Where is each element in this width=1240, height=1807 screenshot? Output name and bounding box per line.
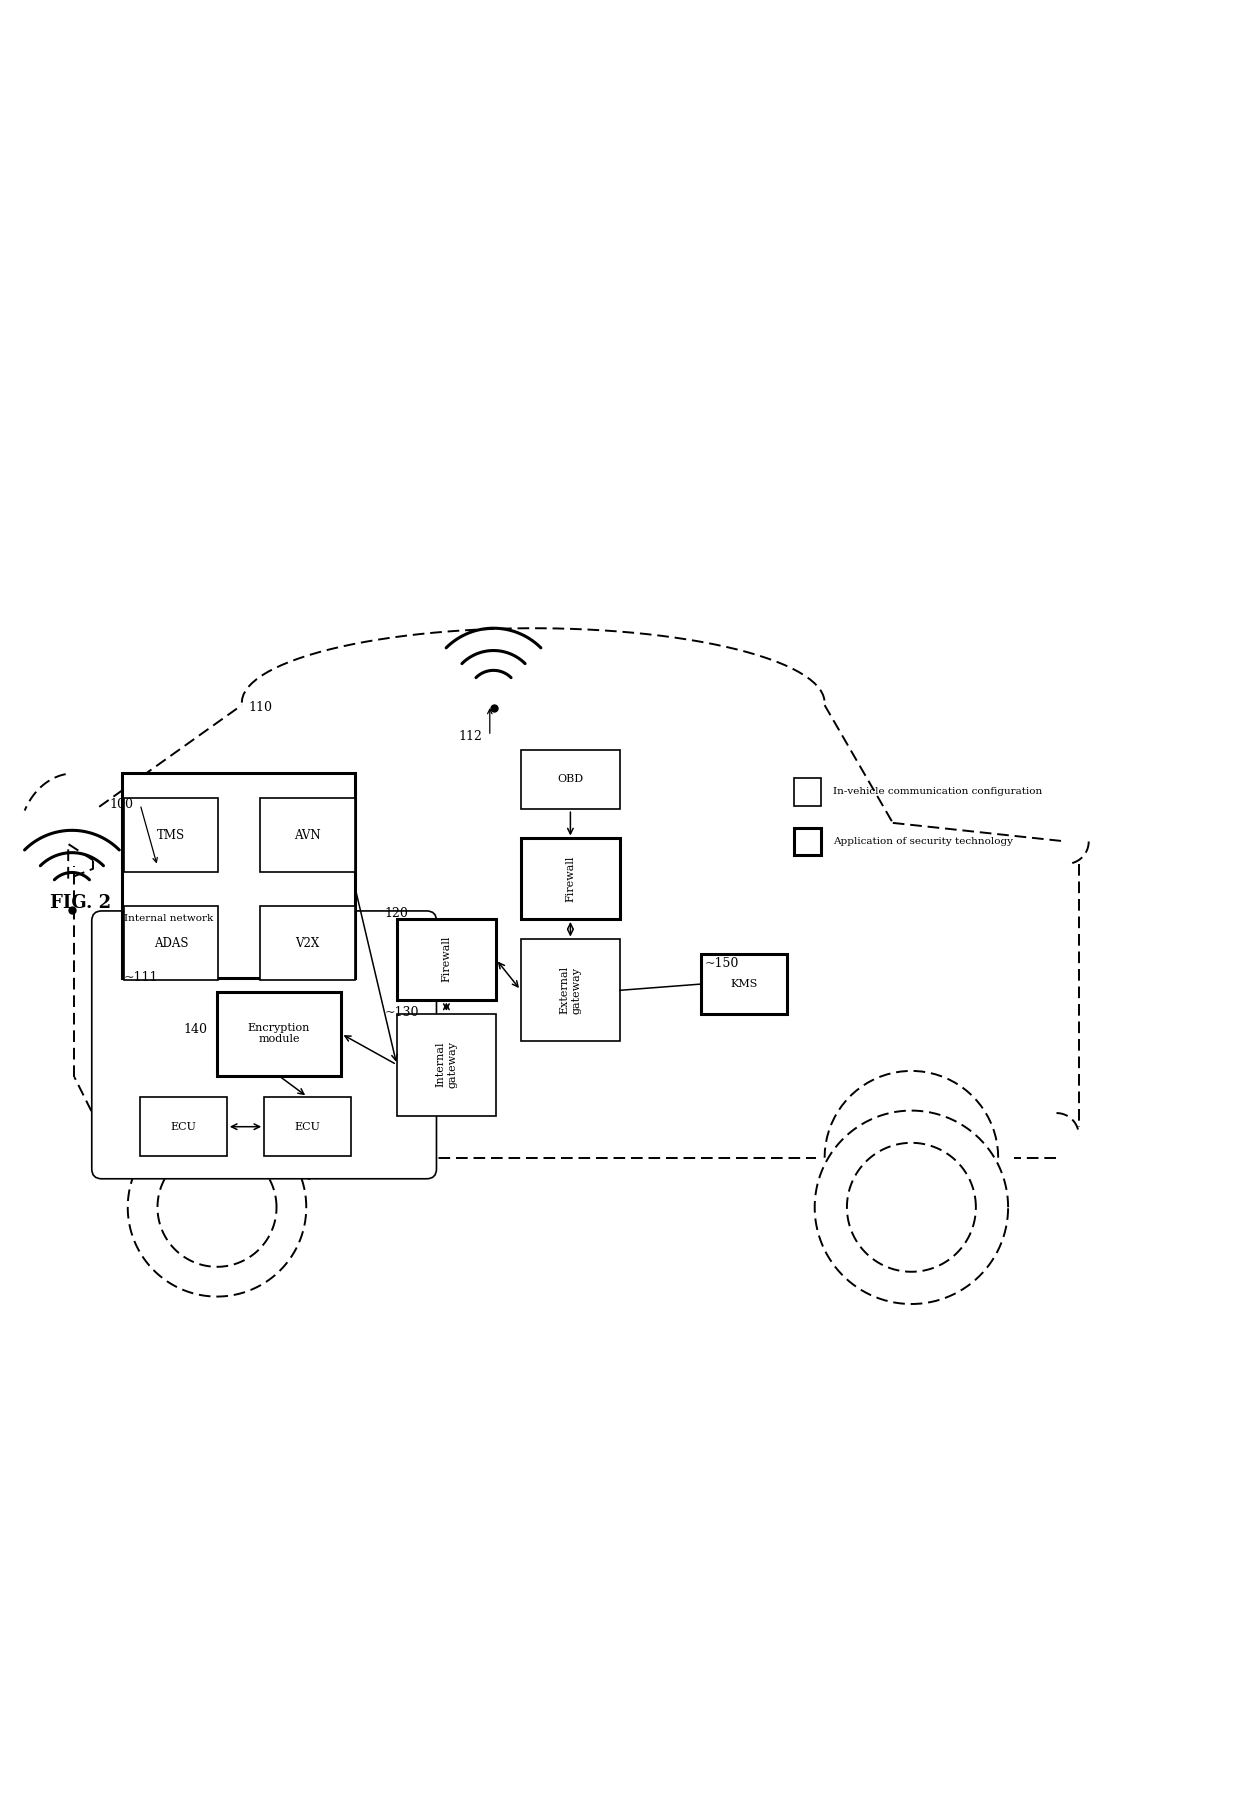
Bar bbox=[260, 905, 355, 981]
Text: TMS: TMS bbox=[157, 829, 185, 842]
Bar bbox=[701, 954, 787, 1014]
Text: 140: 140 bbox=[184, 1023, 207, 1037]
Bar bbox=[521, 838, 620, 920]
Bar bbox=[397, 1014, 496, 1115]
Text: ADAS: ADAS bbox=[154, 936, 188, 950]
Text: Internal
gateway: Internal gateway bbox=[435, 1041, 458, 1088]
Bar bbox=[140, 1097, 227, 1156]
Text: 112: 112 bbox=[459, 730, 482, 743]
Bar bbox=[397, 920, 496, 999]
Text: 110: 110 bbox=[248, 701, 272, 714]
Bar bbox=[521, 750, 620, 810]
Text: OBD: OBD bbox=[557, 775, 584, 784]
Bar bbox=[794, 779, 821, 806]
Text: ECU: ECU bbox=[171, 1122, 196, 1131]
Text: 120: 120 bbox=[384, 907, 408, 920]
Text: ~130: ~130 bbox=[384, 1006, 419, 1019]
Bar bbox=[124, 799, 218, 873]
Text: V2X: V2X bbox=[295, 936, 320, 950]
Text: ECU: ECU bbox=[295, 1122, 320, 1131]
Bar bbox=[124, 905, 218, 981]
Text: Firewall: Firewall bbox=[565, 855, 575, 902]
Bar bbox=[521, 940, 620, 1041]
Text: AVN: AVN bbox=[294, 829, 321, 842]
Text: Application of security technology: Application of security technology bbox=[833, 837, 1013, 846]
Text: In-vehicle communication configuration: In-vehicle communication configuration bbox=[833, 788, 1043, 797]
Text: 100: 100 bbox=[109, 799, 133, 811]
Bar bbox=[122, 773, 355, 978]
Bar bbox=[264, 1097, 351, 1156]
Text: KMS: KMS bbox=[730, 979, 758, 988]
Text: FIG. 2: FIG. 2 bbox=[50, 894, 110, 913]
Bar bbox=[217, 992, 341, 1075]
FancyBboxPatch shape bbox=[92, 911, 436, 1178]
Text: Internal network: Internal network bbox=[124, 914, 213, 923]
Text: ~150: ~150 bbox=[704, 956, 739, 970]
Bar bbox=[794, 828, 821, 855]
Text: External
gateway: External gateway bbox=[559, 967, 582, 1014]
Text: Firewall: Firewall bbox=[441, 936, 451, 983]
Text: ~111: ~111 bbox=[124, 972, 159, 985]
Text: Encryption
module: Encryption module bbox=[248, 1023, 310, 1044]
Bar bbox=[260, 799, 355, 873]
